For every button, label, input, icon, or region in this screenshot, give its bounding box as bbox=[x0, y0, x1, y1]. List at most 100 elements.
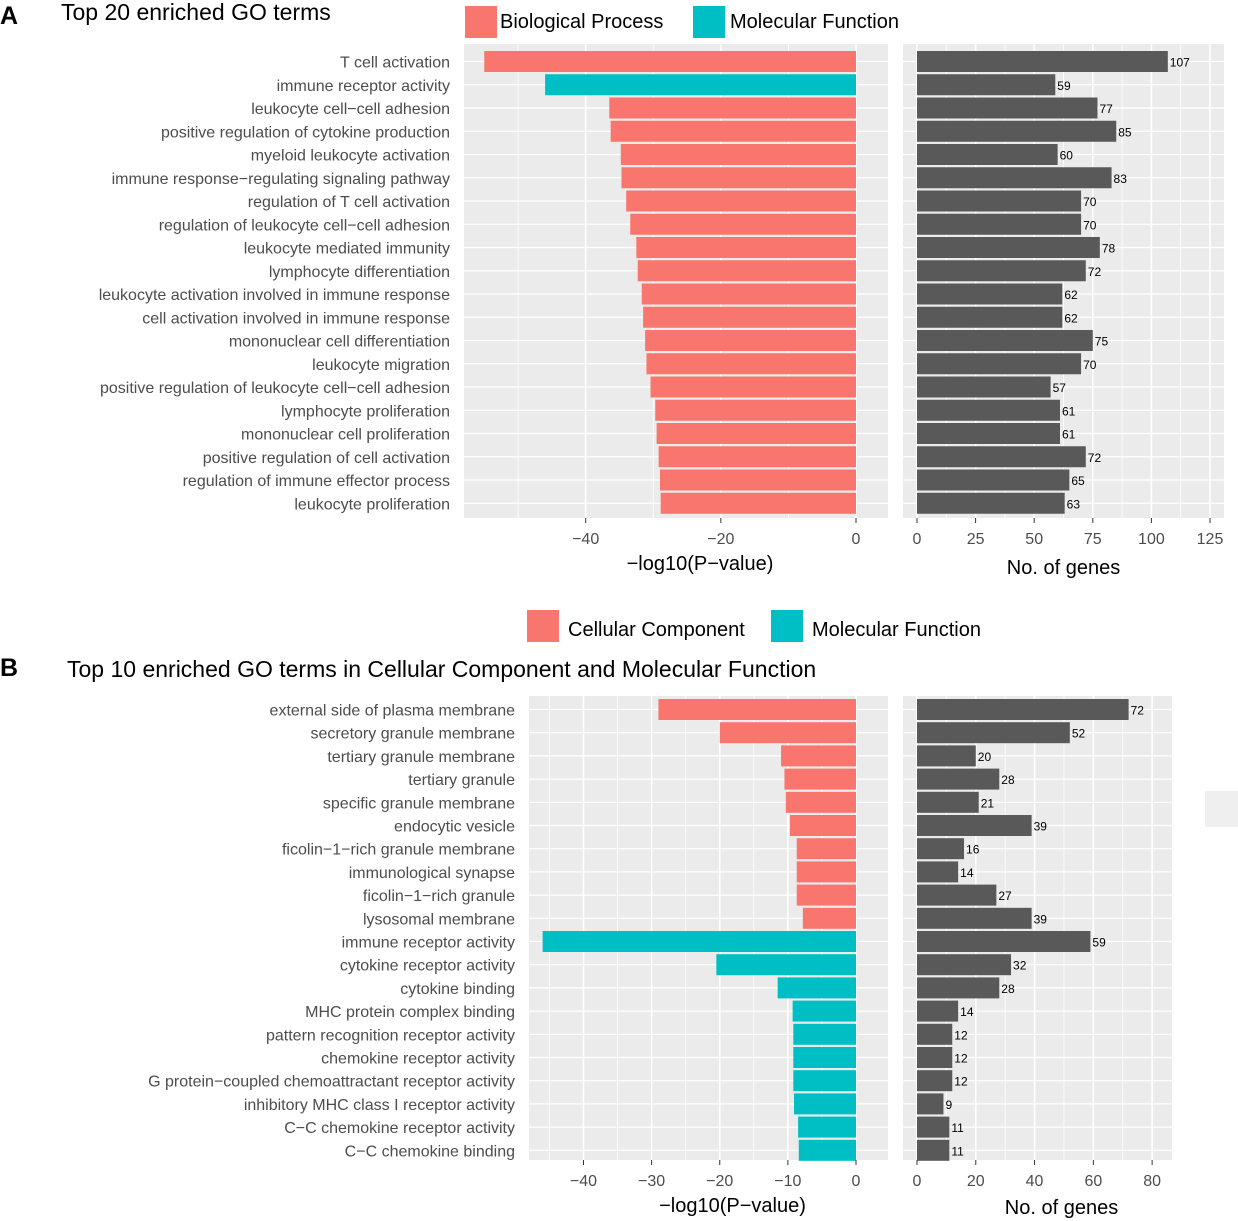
term-label: leukocyte cell−cell adhesion bbox=[251, 101, 450, 118]
gene-count-label: 61 bbox=[1062, 404, 1076, 418]
gene-count-bar bbox=[917, 399, 1060, 421]
pvalue-bar bbox=[610, 120, 856, 142]
gene-count-label: 72 bbox=[1131, 704, 1145, 718]
gene-count-label: 52 bbox=[1072, 727, 1086, 741]
gene-count-bar bbox=[917, 745, 976, 767]
decorative-square bbox=[1205, 791, 1238, 827]
term-label: secretory granule membrane bbox=[310, 726, 515, 743]
gene-count-label: 77 bbox=[1099, 102, 1113, 116]
pvalue-bar bbox=[646, 353, 856, 375]
pvalue-bar bbox=[626, 190, 856, 212]
gene-count-bar bbox=[917, 1047, 953, 1068]
gene-count-bar bbox=[917, 492, 1065, 514]
gene-count-label: 70 bbox=[1083, 195, 1097, 209]
term-label: mononuclear cell differentiation bbox=[229, 334, 450, 351]
gene-count-label: 78 bbox=[1102, 242, 1116, 256]
gene-count-bar bbox=[917, 74, 1056, 96]
term-label: cell activation involved in immune respo… bbox=[142, 310, 450, 327]
left-tick-label: −10 bbox=[774, 1173, 801, 1190]
gene-count-label: 62 bbox=[1064, 311, 1078, 325]
pvalue-bar bbox=[796, 861, 856, 883]
term-label: external side of plasma membrane bbox=[270, 703, 516, 720]
term-label: MHC protein complex binding bbox=[305, 1004, 515, 1021]
term-label: C−C chemokine receptor activity bbox=[284, 1120, 515, 1137]
pvalue-bar bbox=[660, 469, 856, 491]
right-axis-title: No. of genes bbox=[1007, 557, 1120, 579]
gene-count-bar bbox=[917, 423, 1060, 444]
term-label: regulation of T cell activation bbox=[248, 194, 450, 211]
panel-label: A bbox=[0, 2, 18, 30]
gene-count-bar bbox=[917, 1000, 959, 1022]
gene-count-label: 39 bbox=[1034, 820, 1048, 834]
gene-count-bar bbox=[917, 699, 1129, 720]
term-label: T cell activation bbox=[340, 55, 450, 72]
pvalue-bar bbox=[798, 1139, 856, 1161]
gene-count-bar bbox=[917, 954, 1012, 976]
gene-count-label: 14 bbox=[960, 866, 974, 880]
pvalue-bar bbox=[484, 51, 856, 72]
panel-title: Top 10 enriched GO terms in Cellular Com… bbox=[67, 656, 816, 682]
gene-count-bar bbox=[917, 884, 997, 906]
left-tick-label: 0 bbox=[852, 1173, 861, 1190]
gene-count-label: 63 bbox=[1067, 497, 1081, 511]
gene-count-bar bbox=[917, 97, 1098, 119]
gene-count-bar bbox=[917, 1139, 950, 1161]
term-label: regulation of immune effector process bbox=[183, 473, 450, 490]
pvalue-bar bbox=[785, 791, 856, 813]
gene-count-label: 83 bbox=[1114, 172, 1128, 186]
gene-count-label: 11 bbox=[951, 1144, 964, 1158]
term-label: ficolin−1−rich granule bbox=[363, 888, 515, 905]
right-axis-title: No. of genes bbox=[1005, 1197, 1118, 1219]
term-label: immune response−regulating signaling pat… bbox=[112, 171, 450, 188]
legend-swatch bbox=[771, 610, 803, 642]
gene-count-bar bbox=[917, 144, 1058, 165]
pvalue-bar bbox=[645, 330, 856, 351]
gene-count-bar bbox=[917, 306, 1063, 328]
gene-count-label: 72 bbox=[1088, 451, 1102, 465]
term-label: chemokine receptor activity bbox=[321, 1051, 515, 1068]
term-label: endocytic vesicle bbox=[394, 819, 515, 836]
gene-count-bar bbox=[917, 722, 1070, 744]
left-tick-label: −30 bbox=[638, 1173, 665, 1190]
legend-label: Molecular Function bbox=[812, 619, 981, 641]
term-label: positive regulation of cell activation bbox=[203, 450, 450, 467]
pvalue-bar bbox=[630, 213, 856, 235]
pvalue-bar bbox=[793, 1023, 856, 1045]
term-label: G protein−coupled chemoattractant recept… bbox=[148, 1074, 515, 1091]
term-label: C−C chemokine binding bbox=[345, 1143, 515, 1160]
pvalue-bar bbox=[636, 237, 856, 258]
left-tick-label: 0 bbox=[852, 531, 861, 548]
term-label: leukocyte proliferation bbox=[294, 496, 450, 513]
gene-count-label: 65 bbox=[1071, 474, 1085, 488]
right-tick-label: 20 bbox=[967, 1173, 985, 1190]
term-label: immune receptor activity bbox=[342, 935, 515, 952]
gene-count-bar bbox=[917, 260, 1086, 282]
pvalue-bar bbox=[796, 884, 856, 906]
right-tick-label: 25 bbox=[967, 531, 985, 548]
pvalue-bar bbox=[784, 768, 856, 790]
left-tick-label: −40 bbox=[572, 531, 599, 548]
gene-count-bar bbox=[917, 977, 1000, 999]
panel-title: Top 20 enriched GO terms bbox=[61, 0, 331, 25]
pvalue-bar bbox=[789, 815, 856, 836]
pvalue-bar bbox=[655, 399, 856, 421]
term-label: myeloid leukocyte activation bbox=[251, 148, 450, 165]
pvalue-bar bbox=[798, 1116, 856, 1138]
legend-label: Molecular Function bbox=[730, 11, 899, 33]
gene-count-label: 60 bbox=[1060, 149, 1074, 163]
gene-count-label: 57 bbox=[1053, 381, 1067, 395]
gene-count-bar bbox=[917, 376, 1051, 398]
term-label: ficolin−1−rich granule membrane bbox=[282, 842, 515, 859]
gene-count-label: 12 bbox=[954, 1075, 968, 1089]
term-label: cytokine receptor activity bbox=[340, 958, 515, 975]
gene-count-label: 28 bbox=[1001, 773, 1015, 787]
pvalue-bar bbox=[542, 931, 856, 952]
term-label: positive regulation of leukocyte cell−ce… bbox=[100, 380, 450, 397]
left-tick-label: −20 bbox=[706, 1173, 733, 1190]
gene-count-label: 39 bbox=[1034, 912, 1048, 926]
gene-count-label: 62 bbox=[1064, 288, 1078, 302]
legend-label: Cellular Component bbox=[568, 619, 745, 641]
gene-count-bar bbox=[917, 330, 1093, 351]
gene-count-label: 21 bbox=[981, 796, 995, 810]
